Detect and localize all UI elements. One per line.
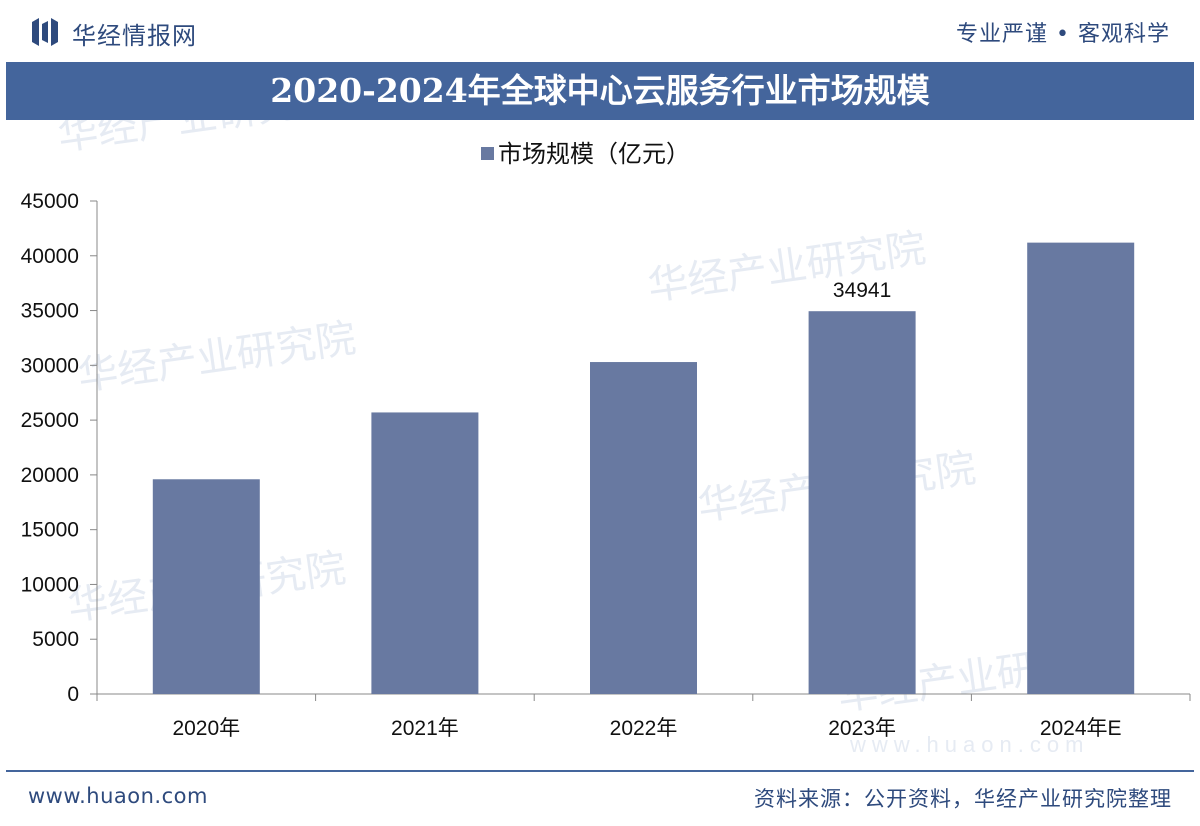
y-tick-label: 20000 bbox=[21, 464, 79, 487]
bar bbox=[152, 479, 260, 694]
y-tick-label: 40000 bbox=[21, 245, 79, 268]
chart-axes: 0 5000 10000 15000 20000 25000 30000 35000 40000… bbox=[21, 190, 1191, 706]
x-tick-label: 2023年 bbox=[828, 717, 896, 740]
legend-label: 市场规模（亿元） bbox=[498, 141, 690, 168]
y-tick-label: 30000 bbox=[21, 354, 79, 377]
watermark-url: www.huaon.com bbox=[849, 732, 1089, 757]
brand-name: 华经情报网 bbox=[72, 22, 197, 50]
bar-chart: 华经产业研究院华经产业研究院华经产业研究院华经产业研究院华经产业研究院华经产业研… bbox=[21, 120, 1191, 757]
slogan: 专业严谨 • 客观科学 bbox=[956, 22, 1170, 47]
x-tick-label: 2024年E bbox=[1040, 717, 1122, 740]
footer-url: www.huaon.com bbox=[28, 784, 208, 808]
bar bbox=[808, 311, 916, 694]
y-tick-label: 25000 bbox=[21, 409, 79, 432]
chart-title: 2020-2024年全球中心云服务行业市场规模 bbox=[270, 71, 930, 110]
bar bbox=[590, 362, 697, 694]
watermark-text: 华经产业研究院 bbox=[55, 120, 338, 159]
bar bbox=[371, 412, 479, 694]
y-tick-label: 45000 bbox=[21, 190, 79, 213]
chart-bars bbox=[152, 242, 1135, 694]
x-tick-label: 2020年 bbox=[172, 717, 240, 740]
chart-legend: 市场规模（亿元） bbox=[481, 141, 690, 168]
y-tick-label: 5000 bbox=[32, 628, 79, 651]
huajing-logo-icon bbox=[32, 18, 58, 46]
footer-source: 资料来源：公开资料，华经产业研究院整理 bbox=[754, 787, 1172, 811]
watermark-text: 华经产业研究院 bbox=[75, 316, 358, 399]
y-tick-label: 35000 bbox=[21, 300, 79, 323]
data-label: 34941 bbox=[833, 279, 891, 302]
y-tick-label: 0 bbox=[67, 683, 79, 706]
footer-divider bbox=[6, 770, 1194, 772]
bar bbox=[1027, 242, 1135, 694]
x-tick-label: 2022年 bbox=[610, 717, 678, 740]
y-tick-label: 10000 bbox=[21, 573, 79, 596]
legend-swatch bbox=[481, 147, 494, 160]
x-tick-label: 2021年 bbox=[391, 717, 459, 740]
header-bar: 华经情报网 专业严谨 • 客观科学 bbox=[0, 0, 1200, 62]
title-band: 2020-2024年全球中心云服务行业市场规模 bbox=[6, 62, 1194, 120]
chart-labels: 2020年 2021年 2022年 2023年 34941 2024年E bbox=[172, 279, 1121, 740]
y-tick-label: 15000 bbox=[21, 519, 79, 542]
